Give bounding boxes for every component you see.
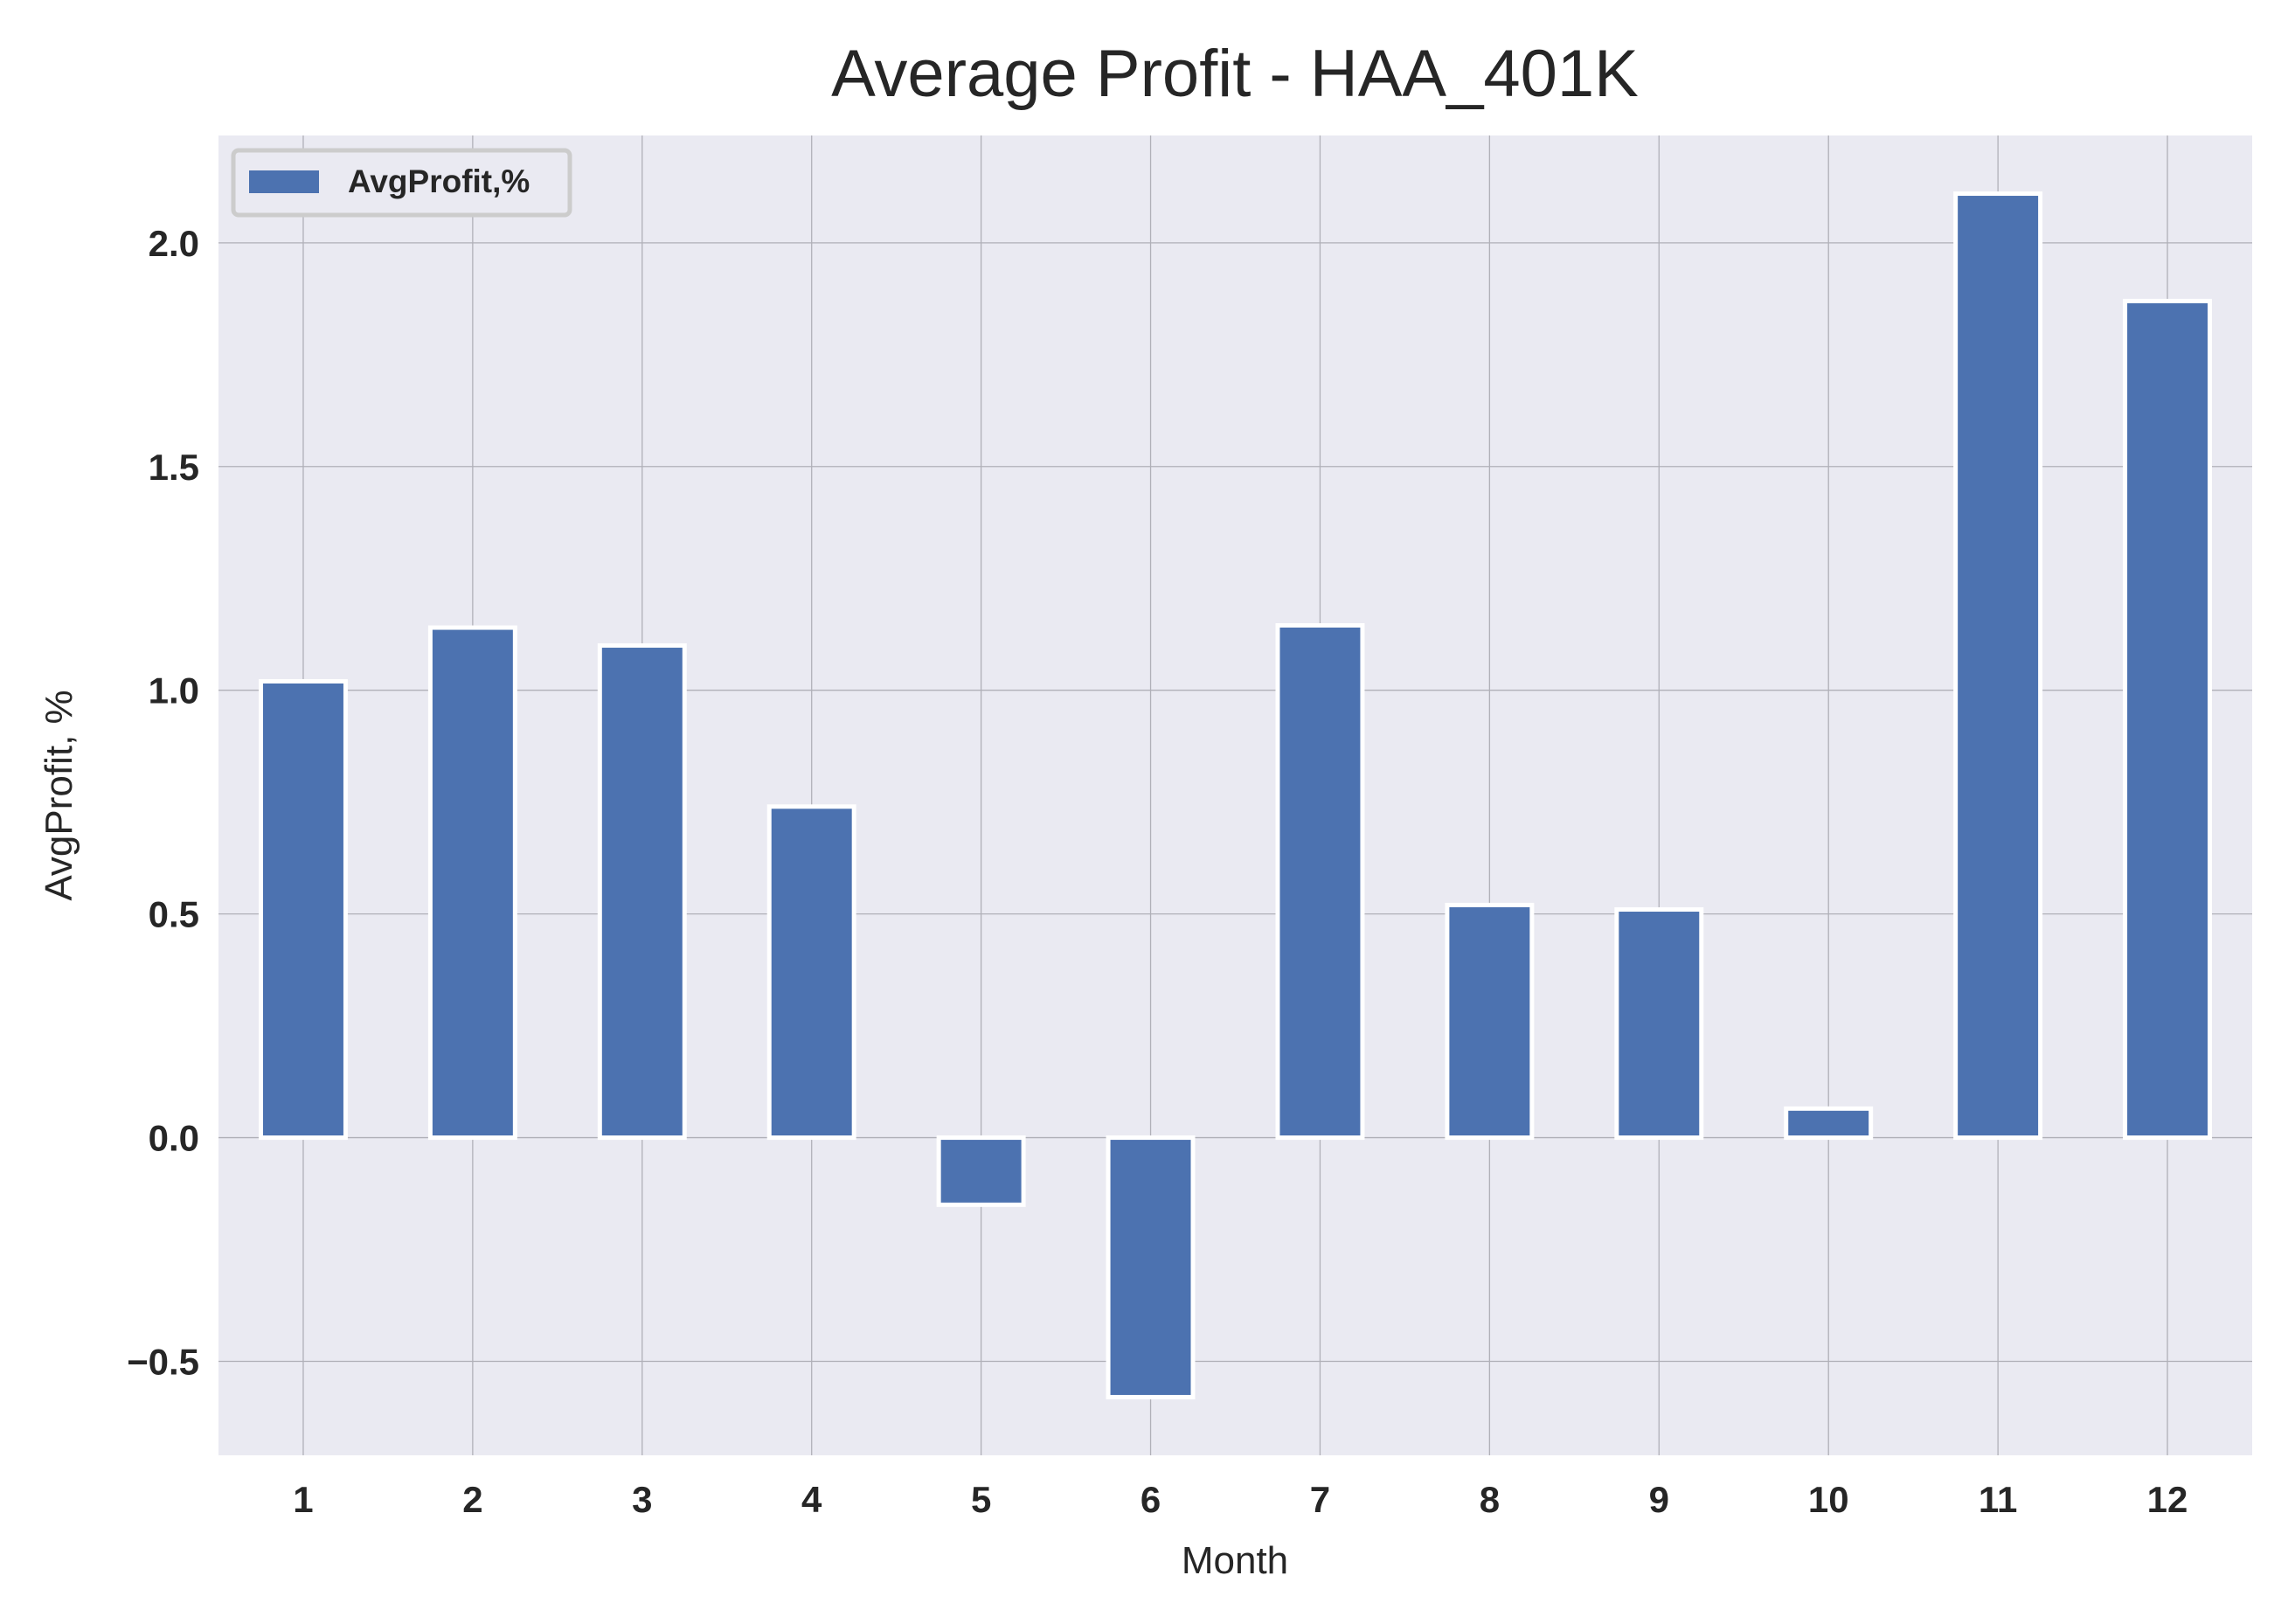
x-tick-label: 8 xyxy=(1480,1479,1500,1520)
legend-box xyxy=(231,148,572,218)
chart-title: Average Profit - HAA_401K xyxy=(831,37,1639,111)
y-tick-label: 0.0 xyxy=(149,1118,199,1159)
x-tick-label: 2 xyxy=(462,1479,482,1520)
y-tick-label: 1.5 xyxy=(149,447,199,488)
bar-month-2 xyxy=(427,625,517,1141)
y-tick-label: 2.0 xyxy=(149,223,199,264)
x-tick-label: 3 xyxy=(632,1479,652,1520)
x-tick-labels: 1 2 3 4 5 6 7 8 9 10 11 12 xyxy=(293,1479,2187,1520)
bar-month-8 xyxy=(1445,902,1535,1141)
x-axis-label: Month xyxy=(1182,1539,1288,1582)
x-tick-label: 10 xyxy=(1808,1479,1849,1520)
y-tick-label: −0.5 xyxy=(127,1342,199,1383)
y-tick-label: 1.0 xyxy=(149,670,199,711)
x-tick-label: 5 xyxy=(971,1479,991,1520)
x-tick-label: 6 xyxy=(1141,1479,1161,1520)
x-tick-label: 4 xyxy=(801,1479,822,1520)
bar-month-10 xyxy=(1784,1106,1874,1141)
bar-month-1 xyxy=(258,678,348,1141)
legend-swatch xyxy=(249,170,319,193)
bar-month-7 xyxy=(1275,622,1365,1141)
bars xyxy=(258,191,2213,1399)
bar-month-3 xyxy=(597,643,687,1141)
x-tick-label: 9 xyxy=(1649,1479,1669,1520)
legend-label: AvgProfit,% xyxy=(348,163,530,199)
x-tick-label: 11 xyxy=(1979,1479,2017,1520)
y-tick-label: 0.5 xyxy=(149,894,199,935)
y-tick-labels: −0.5 0.0 0.5 1.0 1.5 2.0 xyxy=(127,223,199,1383)
bar-month-4 xyxy=(766,804,856,1141)
x-tick-label: 7 xyxy=(1310,1479,1330,1520)
bar-month-11 xyxy=(1953,191,2043,1141)
bar-month-5 xyxy=(936,1135,1026,1207)
x-tick-label: 12 xyxy=(2147,1479,2188,1520)
bar-month-9 xyxy=(1614,907,1704,1141)
x-tick-label: 1 xyxy=(293,1479,313,1520)
bar-month-12 xyxy=(2123,298,2213,1141)
bar-month-6 xyxy=(1106,1135,1196,1399)
y-axis-label: AvgProfit, % xyxy=(38,690,80,900)
plot-area xyxy=(218,135,2252,1455)
legend: AvgProfit,% xyxy=(231,148,572,218)
